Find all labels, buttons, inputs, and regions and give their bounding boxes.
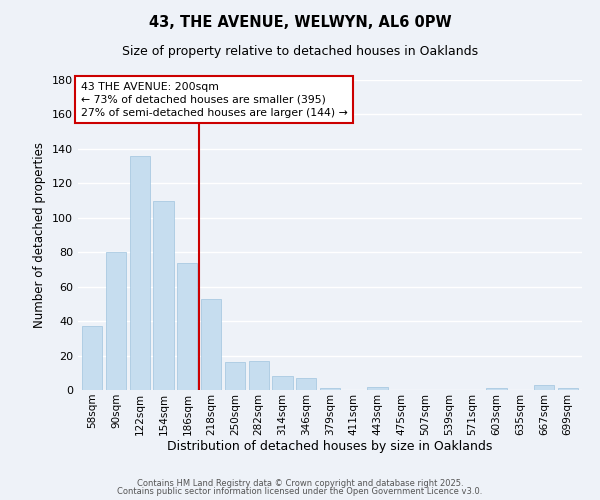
X-axis label: Distribution of detached houses by size in Oaklands: Distribution of detached houses by size … — [167, 440, 493, 454]
Bar — [201, 298, 221, 390]
Bar — [296, 378, 316, 390]
Bar — [82, 326, 103, 390]
Bar — [177, 262, 197, 390]
Bar — [320, 388, 340, 390]
Y-axis label: Number of detached properties: Number of detached properties — [34, 142, 46, 328]
Bar — [272, 376, 293, 390]
Bar — [154, 200, 173, 390]
Bar — [534, 385, 554, 390]
Text: Contains HM Land Registry data © Crown copyright and database right 2025.: Contains HM Land Registry data © Crown c… — [137, 478, 463, 488]
Bar — [130, 156, 150, 390]
Text: Size of property relative to detached houses in Oaklands: Size of property relative to detached ho… — [122, 45, 478, 58]
Bar — [487, 388, 506, 390]
Text: 43 THE AVENUE: 200sqm
← 73% of detached houses are smaller (395)
27% of semi-det: 43 THE AVENUE: 200sqm ← 73% of detached … — [80, 82, 347, 118]
Bar — [248, 360, 269, 390]
Bar — [557, 388, 578, 390]
Text: Contains public sector information licensed under the Open Government Licence v3: Contains public sector information licen… — [118, 487, 482, 496]
Bar — [106, 252, 126, 390]
Bar — [367, 386, 388, 390]
Bar — [225, 362, 245, 390]
Text: 43, THE AVENUE, WELWYN, AL6 0PW: 43, THE AVENUE, WELWYN, AL6 0PW — [149, 15, 451, 30]
